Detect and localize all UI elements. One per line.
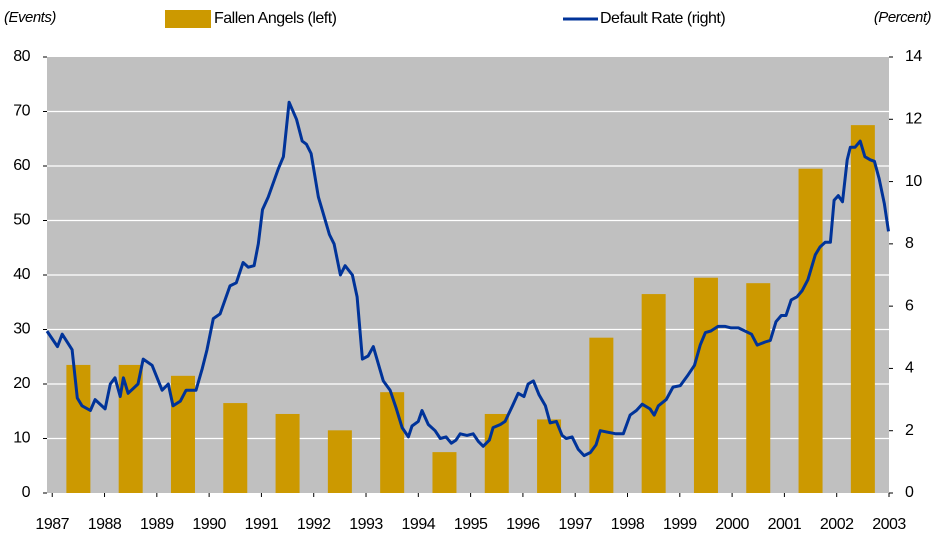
y2-tick-label: 8 <box>905 235 914 252</box>
y2-tick-label: 4 <box>905 360 914 377</box>
y-tick-label: 20 <box>13 375 30 392</box>
x-tick-label: 2001 <box>768 516 802 533</box>
x-tick-label: 1996 <box>506 516 540 533</box>
y2-tick-label: 10 <box>905 173 922 190</box>
y-tick-label: 50 <box>13 212 30 229</box>
y2-axis-label: (Percent) <box>874 9 932 26</box>
x-tick-label: 1999 <box>663 516 697 533</box>
x-tick-label: 1995 <box>454 516 488 533</box>
x-tick-label: 1988 <box>88 516 122 533</box>
bar <box>537 419 562 493</box>
x-tick-label: 1997 <box>558 516 592 533</box>
y2-tick-label: 6 <box>905 297 914 314</box>
y-tick-label: 70 <box>13 103 30 120</box>
y-tick-label: 0 <box>22 484 31 501</box>
bar <box>693 277 718 493</box>
bar <box>589 337 614 493</box>
x-tick-label: 1990 <box>192 516 226 533</box>
bar <box>66 364 91 493</box>
bar <box>380 392 405 493</box>
x-tick-label: 1998 <box>611 516 645 533</box>
legend-swatch <box>165 10 211 28</box>
y-tick-label: 40 <box>13 266 30 283</box>
x-tick-label: 2002 <box>820 516 854 533</box>
x-tick-label: 1989 <box>140 516 174 533</box>
y-tick-label: 10 <box>13 430 30 447</box>
y2-tick-label: 14 <box>905 48 922 65</box>
bar <box>432 452 457 493</box>
x-tick-label: 1991 <box>245 516 279 533</box>
y-tick-label: 60 <box>13 157 30 174</box>
y2-tick-label: 2 <box>905 422 914 439</box>
bar <box>641 294 666 493</box>
x-tick-label: 1994 <box>402 516 436 533</box>
line <box>45 100 890 458</box>
x-tick-label: 2000 <box>715 516 749 533</box>
bar <box>327 430 352 493</box>
bar <box>798 168 823 493</box>
y2-tick-label: 12 <box>905 111 922 128</box>
legend-label: Default Rate (right) <box>600 10 725 27</box>
y-tick-label: 30 <box>13 321 30 338</box>
x-tick-label: 1993 <box>349 516 383 533</box>
y2-tick-label: 0 <box>905 484 914 501</box>
legend-label: Fallen Angels (left) <box>214 10 337 27</box>
y-tick-label: 80 <box>13 48 30 65</box>
y-axis-label: (Events) <box>4 9 56 26</box>
bar <box>223 403 248 493</box>
x-tick-label: 1987 <box>35 516 69 533</box>
bar <box>850 125 875 493</box>
bar <box>746 283 771 493</box>
bar <box>275 413 300 493</box>
x-tick-label: 2003 <box>872 516 906 533</box>
x-tick-label: 1992 <box>297 516 331 533</box>
